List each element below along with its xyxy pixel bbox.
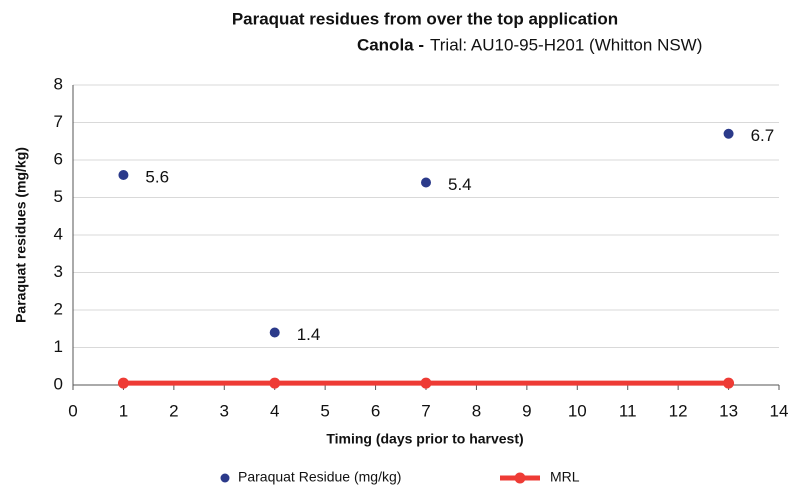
x-tick-label: 14 [770, 401, 789, 420]
y-tick-label: 8 [54, 74, 63, 93]
x-tick-label: 8 [472, 401, 481, 420]
x-tick-label: 2 [169, 401, 178, 420]
data-label: 6.7 [751, 126, 775, 145]
data-point [421, 177, 431, 188]
x-tick-label: 7 [421, 401, 430, 420]
legend-label: MRL [550, 469, 580, 485]
y-tick-label: 6 [54, 149, 63, 168]
x-tick-label: 0 [68, 401, 77, 420]
x-tick-label: 5 [320, 401, 329, 420]
x-tick-label: 12 [669, 401, 688, 420]
data-point [723, 128, 734, 139]
y-tick-label: 4 [54, 224, 63, 243]
x-tick-label: 3 [220, 401, 229, 420]
legend-swatch [220, 473, 230, 483]
mrl-marker [269, 377, 281, 389]
data-label: 5.4 [448, 175, 472, 194]
x-axis-label: Timing (days prior to harvest) [326, 431, 523, 447]
x-tick-label: 13 [719, 401, 738, 420]
x-tick-label: 4 [270, 401, 279, 420]
x-tick-label: 10 [568, 401, 587, 420]
data-point [118, 170, 129, 180]
data-label: 5.6 [145, 167, 169, 186]
x-tick-label: 1 [119, 401, 128, 420]
mrl-marker [117, 377, 129, 389]
y-axis-label: Paraquat residues (mg/kg) [13, 147, 29, 323]
chart-subtitle-bold: Canola - [357, 35, 424, 54]
chart-title: Paraquat residues from over the top appl… [232, 9, 618, 28]
data-point [269, 327, 280, 338]
data-label: 1.4 [297, 325, 321, 344]
x-tick-label: 11 [619, 401, 637, 420]
y-tick-label: 0 [54, 374, 63, 393]
mrl-marker [420, 377, 432, 389]
legend-label: Paraquat Residue (mg/kg) [238, 469, 401, 485]
y-tick-label: 1 [54, 337, 63, 356]
mrl-marker [723, 377, 735, 389]
y-tick-label: 5 [54, 187, 63, 206]
y-tick-label: 3 [54, 262, 63, 281]
legend-swatch-marker [514, 472, 526, 484]
x-tick-label: 6 [371, 401, 380, 420]
y-tick-label: 2 [54, 299, 63, 318]
chart-subtitle: Trial: AU10-95-H201 (Whitton NSW) [430, 35, 702, 54]
x-tick-label: 9 [522, 401, 531, 420]
y-tick-label: 7 [54, 112, 63, 131]
